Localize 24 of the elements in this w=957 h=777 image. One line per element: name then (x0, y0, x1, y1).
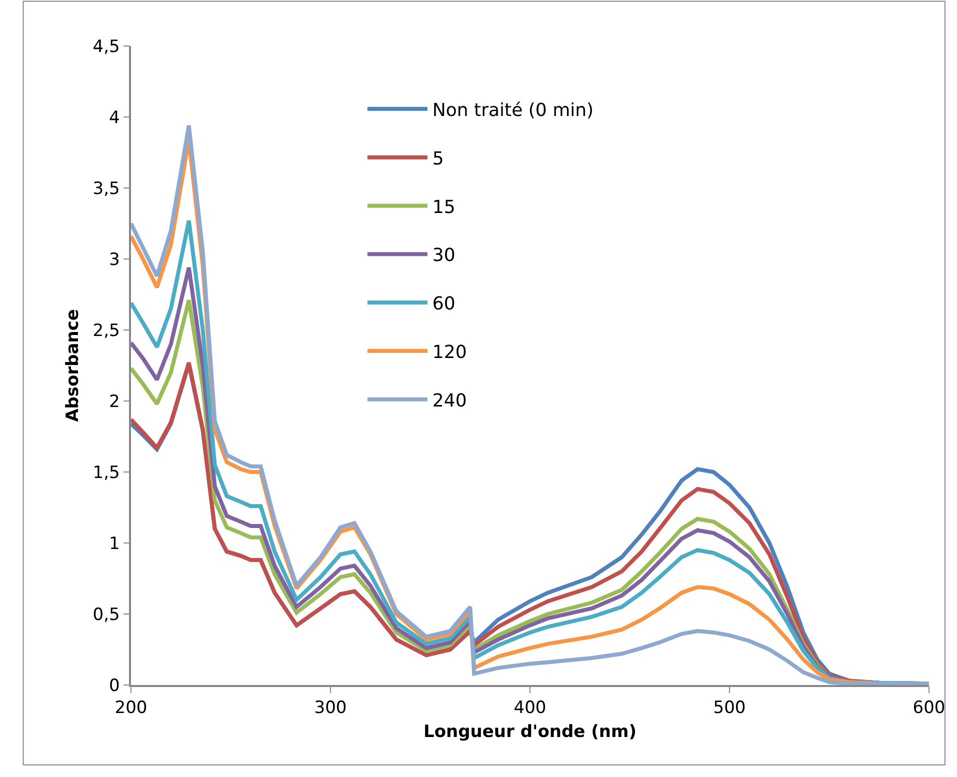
y-tick-label: 3,5 (92, 178, 120, 199)
y-tick-label: 4,5 (92, 36, 120, 57)
legend-label: 30 (432, 245, 456, 266)
legend-label: 240 (432, 390, 467, 412)
x-tick-label: 300 (314, 698, 347, 718)
y-tick-label: 2,5 (92, 320, 120, 341)
y-tick-label: 2 (109, 392, 120, 412)
x-tick-label: 500 (713, 698, 746, 718)
y-tick-label: 0,5 (92, 604, 120, 625)
y-tick-label: 1,5 (92, 462, 120, 483)
legend-label: 15 (432, 196, 456, 218)
y-tick-label: 1 (109, 534, 120, 554)
legend-label: 60 (432, 294, 456, 315)
x-tick-label: 600 (912, 698, 946, 718)
x-tick-label: 200 (114, 698, 148, 718)
y-tick-label: 4 (109, 108, 120, 128)
y-axis-title: Absorbance (62, 309, 83, 422)
legend-label: Non traité (0 min) (432, 100, 594, 121)
x-tick-label: 400 (514, 698, 546, 718)
x-axis-title: Longueur d'onde (nm) (424, 722, 636, 742)
legend-label: 120 (432, 342, 467, 363)
y-tick-label: 0 (109, 676, 120, 696)
y-tick-label: 3 (109, 250, 120, 270)
legend-label: 5 (432, 148, 444, 170)
